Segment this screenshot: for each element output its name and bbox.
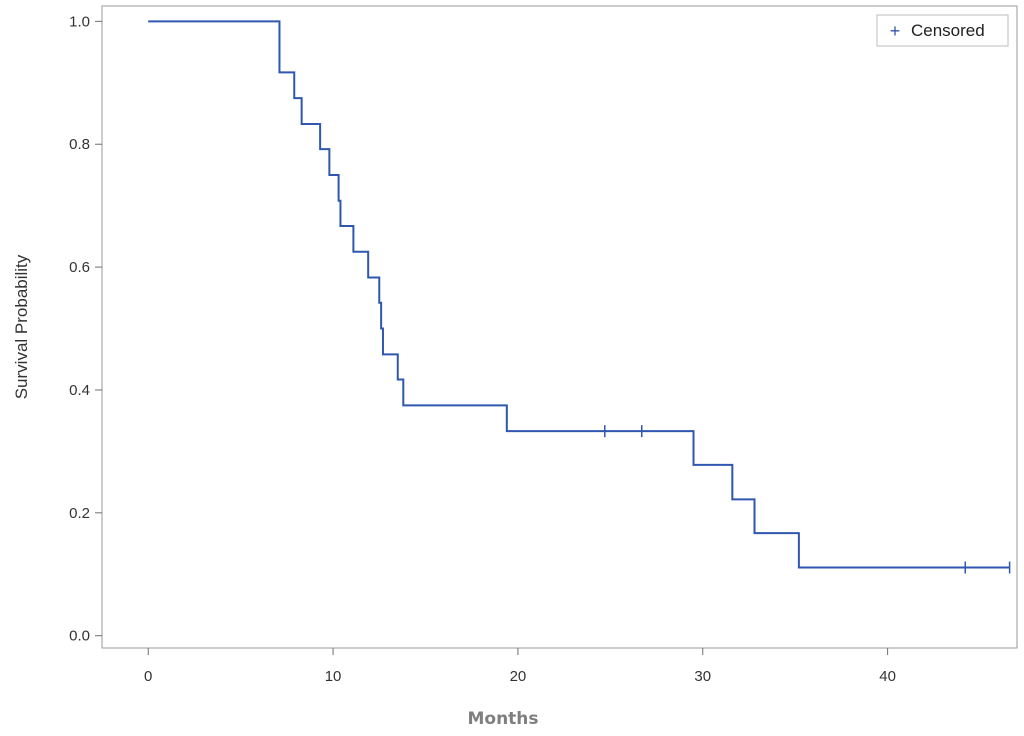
- x-tick-label: 0: [144, 668, 152, 685]
- x-tick-label: 40: [879, 668, 896, 685]
- x-tick-label: 30: [694, 668, 711, 685]
- legend-box: [876, 14, 1009, 47]
- y-tick-label: 0.4: [69, 382, 90, 399]
- x-axis-label: Months: [467, 709, 538, 729]
- y-axis: 0.0 0.2 0.4 0.6 0.8 1.0: [69, 13, 102, 645]
- x-axis: 0 10 20 30 40: [144, 648, 896, 685]
- y-tick-label: 0.2: [69, 505, 90, 522]
- y-axis-label: Survival Probability: [12, 254, 31, 399]
- legend-censored-label: Censored: [911, 21, 985, 40]
- plot-frame: [101, 5, 1018, 649]
- legend-censored-symbol: +: [890, 21, 901, 41]
- x-tick-label: 20: [510, 668, 527, 685]
- y-tick-label: 1.0: [69, 13, 90, 30]
- y-tick-label: 0.6: [69, 259, 90, 276]
- y-tick-label: 0.8: [69, 136, 90, 153]
- y-tick-label: 0.0: [69, 628, 90, 645]
- survival-step-line: [148, 20, 1010, 569]
- legend: + Censored: [876, 14, 1009, 47]
- x-tick-label: 10: [325, 668, 342, 685]
- series-layer: [148, 20, 1011, 574]
